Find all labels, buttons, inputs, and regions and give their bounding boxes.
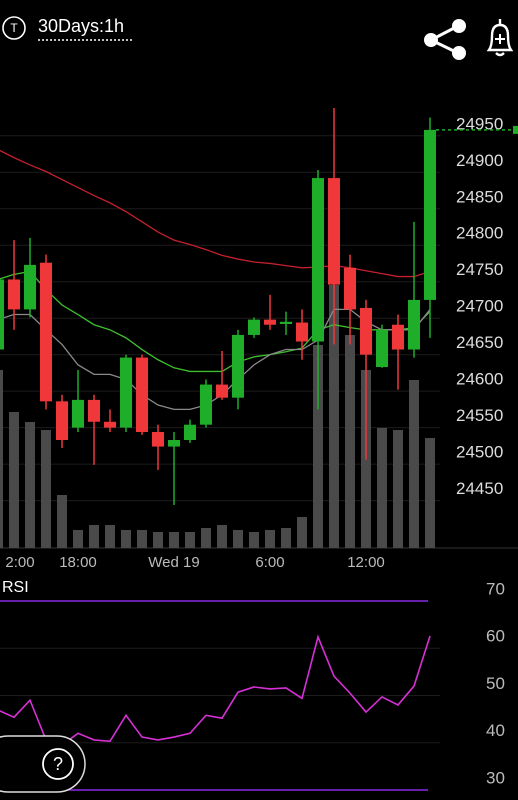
y-tick-label: 24850 [456, 187, 503, 206]
share-icon[interactable] [424, 19, 466, 60]
volume-bar [249, 532, 259, 548]
volume-bar [105, 525, 115, 548]
candle-body [248, 319, 260, 335]
candle-body [88, 399, 100, 422]
candle-body [40, 262, 52, 402]
volume-bar [217, 525, 227, 548]
bell-clapper [495, 52, 505, 57]
help-label: ? [53, 754, 63, 774]
plots: 24450 24500 24550 24600 24650 24700 24750 24800… [0, 108, 518, 791]
candle-body [152, 431, 164, 447]
panel-title: RSI [2, 579, 29, 596]
y-tick-label: 24650 [456, 333, 503, 352]
share-node [452, 19, 466, 33]
candle-body [424, 129, 436, 300]
volume-bar [297, 517, 307, 548]
candle-body [136, 357, 148, 432]
volume-bar [169, 532, 179, 548]
moving-average [0, 270, 431, 373]
y-tick-label: 24800 [456, 224, 503, 243]
x-tick-label: Wed 19 [148, 554, 199, 571]
volume-bar [377, 428, 387, 548]
volume-bar [73, 530, 83, 548]
candle-body [216, 384, 228, 398]
y-tick-label: 24750 [456, 260, 503, 279]
moving-average [0, 308, 431, 411]
timeframe-title[interactable]: 30Days:1h [38, 16, 124, 36]
candle-body [264, 319, 276, 325]
candle-body [312, 178, 324, 342]
volume-bar [265, 530, 275, 548]
candle-body [184, 424, 196, 441]
candle-body [280, 321, 292, 324]
bell [486, 23, 514, 52]
x-tick-label: 2:00 [5, 554, 34, 571]
y-tick-label: 24500 [456, 443, 503, 462]
volume-bar [41, 430, 51, 548]
moving-average [0, 149, 431, 278]
y-tick-label: 40 [486, 721, 505, 740]
symbol-icon[interactable] [2, 16, 26, 40]
volume-bar [281, 528, 291, 548]
volume-bar [345, 335, 355, 548]
volume-bar [57, 495, 67, 548]
volume-bar [185, 532, 195, 548]
x-tick-label: 12:00 [347, 554, 385, 571]
candle-body [328, 178, 340, 285]
volume-bar [393, 430, 403, 548]
volume-bar [153, 532, 163, 548]
volume-bar [121, 530, 131, 548]
volume-bar [89, 525, 99, 548]
y-tick-label: 24900 [456, 151, 503, 170]
volume-bar [425, 438, 435, 548]
candle-body [0, 279, 4, 350]
y-tick-label: 24950 [456, 114, 503, 133]
y-tick-label: 30 [486, 768, 505, 787]
y-tick-label: 24700 [456, 297, 503, 316]
y-tick-label: 50 [486, 674, 505, 693]
share-node [424, 33, 438, 47]
volume-bar [201, 528, 211, 548]
volume-bar [9, 412, 19, 548]
x-tick-label: 18:00 [59, 554, 97, 571]
y-tick-label: 60 [486, 627, 505, 646]
volume-bar [25, 422, 35, 548]
candle-body [344, 267, 356, 310]
candle-body [168, 440, 180, 447]
candle-body [24, 264, 36, 310]
help-button[interactable] [42, 748, 74, 780]
candle-body [376, 329, 388, 368]
x-tick-label: 6:00 [255, 554, 284, 571]
candle-body [104, 421, 116, 428]
volume-bar [137, 530, 147, 548]
candle-body [120, 357, 132, 428]
candle-body [408, 299, 420, 350]
y-tick-label: 24600 [456, 370, 503, 389]
candle-body [200, 384, 212, 425]
y-tick-label: 24550 [456, 406, 503, 425]
y-tick-label: 24450 [456, 479, 503, 498]
candle-body [360, 307, 372, 355]
volume-bar [0, 370, 3, 548]
candle-body [56, 401, 68, 441]
candle-body [8, 279, 20, 310]
volume-bar [313, 345, 323, 548]
candle-body [232, 334, 244, 398]
alert-icon[interactable] [486, 19, 514, 57]
volume-bar [329, 285, 339, 548]
last-price-marker [513, 125, 518, 134]
volume-bar [233, 530, 243, 548]
candle-body [72, 399, 84, 428]
share-node [452, 46, 466, 60]
volume-bar [409, 380, 419, 548]
candle-body [296, 322, 308, 342]
y-tick-label: 70 [486, 579, 505, 598]
candle-body [392, 324, 404, 350]
symbol-icon-letter: T [10, 21, 18, 35]
